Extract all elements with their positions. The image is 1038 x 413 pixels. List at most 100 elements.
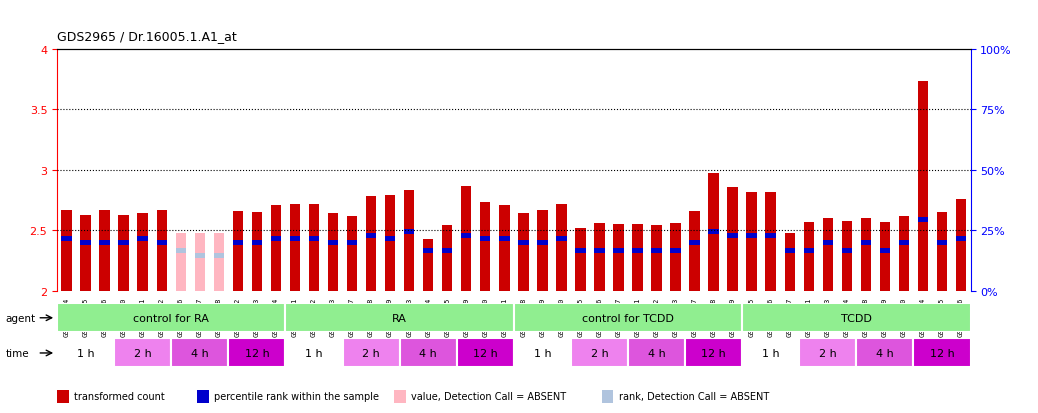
Bar [251, 240, 263, 245]
Bar [651, 249, 662, 254]
Text: value, Detection Call = ABSENT: value, Detection Call = ABSENT [411, 392, 566, 401]
Bar [347, 216, 357, 291]
Bar [442, 226, 453, 291]
Text: control for TCDD: control for TCDD [582, 313, 674, 323]
Bar [575, 228, 585, 291]
Bar [328, 214, 338, 291]
Bar [765, 192, 776, 291]
Bar [728, 187, 738, 291]
Bar [685, 339, 742, 368]
Text: 12 h: 12 h [702, 348, 726, 358]
Bar [708, 174, 719, 291]
Bar [556, 204, 567, 291]
Bar [175, 249, 186, 254]
Bar [442, 249, 453, 254]
Text: 2 h: 2 h [819, 348, 837, 358]
Bar [842, 221, 852, 291]
Bar [422, 239, 434, 291]
Bar [861, 240, 871, 245]
Bar [689, 240, 700, 245]
Bar [499, 205, 510, 291]
Text: 12 h: 12 h [930, 348, 954, 358]
Text: 4 h: 4 h [876, 348, 894, 358]
Bar [100, 210, 110, 291]
Bar [214, 233, 224, 291]
Bar [422, 249, 434, 254]
Bar [822, 219, 834, 291]
Bar [879, 222, 891, 291]
Bar [651, 226, 662, 291]
Bar [799, 339, 856, 368]
Bar [385, 196, 395, 291]
Bar [879, 249, 891, 254]
Bar [708, 230, 719, 235]
Text: 4 h: 4 h [191, 348, 209, 358]
Bar [61, 237, 72, 242]
Bar [514, 304, 742, 332]
Bar [194, 254, 206, 259]
Bar [956, 199, 966, 291]
Text: 1 h: 1 h [305, 348, 323, 358]
Bar [822, 240, 834, 245]
Bar [308, 204, 320, 291]
Text: 1 h: 1 h [77, 348, 94, 358]
Text: GDS2965 / Dr.16005.1.A1_at: GDS2965 / Dr.16005.1.A1_at [57, 31, 237, 43]
Bar [671, 249, 681, 254]
Bar [285, 304, 514, 332]
Bar [514, 339, 571, 368]
Bar [233, 240, 243, 245]
Bar [57, 339, 114, 368]
Bar [137, 237, 148, 242]
Bar [385, 237, 395, 242]
Bar [803, 249, 814, 254]
Bar [480, 237, 491, 242]
Text: 4 h: 4 h [419, 348, 437, 358]
Bar [899, 216, 909, 291]
Bar [765, 233, 776, 238]
Bar [575, 249, 585, 254]
Bar [671, 223, 681, 291]
Bar [285, 339, 343, 368]
Bar [194, 233, 206, 291]
Text: 1 h: 1 h [534, 348, 551, 358]
Bar [918, 82, 928, 291]
Bar [803, 222, 814, 291]
Bar [80, 240, 91, 245]
Text: 2 h: 2 h [362, 348, 380, 358]
Bar [746, 192, 757, 291]
Bar [118, 240, 129, 245]
Bar [290, 237, 300, 242]
Bar [856, 339, 913, 368]
Bar [233, 211, 243, 291]
Bar [594, 223, 605, 291]
Bar [271, 205, 281, 291]
Bar [742, 339, 799, 368]
Text: time: time [5, 348, 29, 358]
Text: 12 h: 12 h [245, 348, 269, 358]
Text: transformed count: transformed count [74, 392, 164, 401]
Text: control for RA: control for RA [133, 313, 210, 323]
Bar [347, 240, 357, 245]
Bar [785, 233, 795, 291]
Bar [171, 339, 228, 368]
Bar [742, 304, 971, 332]
Text: rank, Detection Call = ABSENT: rank, Detection Call = ABSENT [619, 392, 769, 401]
Bar [80, 215, 91, 291]
Bar [271, 237, 281, 242]
Bar [499, 237, 510, 242]
Bar [137, 214, 148, 291]
Bar [251, 213, 263, 291]
Bar [689, 211, 700, 291]
Bar [308, 237, 320, 242]
Text: 2 h: 2 h [591, 348, 608, 358]
Bar [537, 210, 548, 291]
Bar [613, 225, 624, 291]
Bar [114, 339, 171, 368]
Bar [100, 240, 110, 245]
Bar [480, 203, 491, 291]
Bar [628, 339, 685, 368]
Bar [936, 213, 948, 291]
Bar [404, 230, 414, 235]
Bar [861, 219, 871, 291]
Bar [913, 339, 971, 368]
